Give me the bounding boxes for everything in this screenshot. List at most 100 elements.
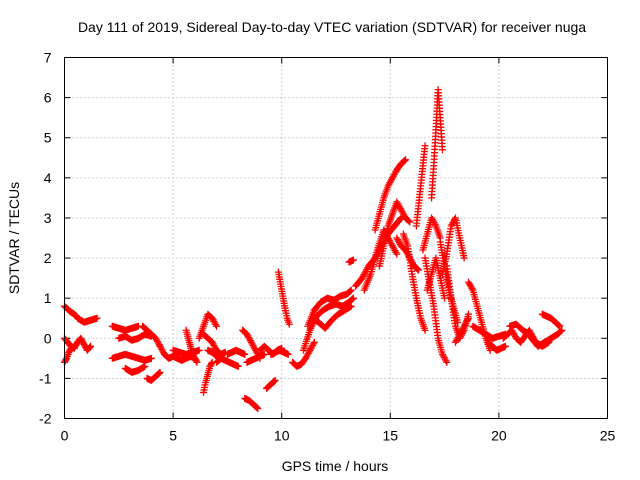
data-point xyxy=(464,314,472,322)
data-point xyxy=(254,404,262,412)
data-point xyxy=(443,358,451,366)
series-s13 xyxy=(182,326,201,366)
axis-ticks xyxy=(64,57,608,419)
y-axis-label: SDTVAR / TECUs xyxy=(6,182,22,294)
data-point xyxy=(415,266,423,274)
series-s42 xyxy=(428,86,446,202)
data-point xyxy=(442,357,450,365)
data-point xyxy=(558,326,566,334)
data-point xyxy=(309,340,317,348)
data-point xyxy=(347,302,355,310)
series-s49 xyxy=(484,338,509,354)
grid xyxy=(64,57,608,419)
series-s34 xyxy=(371,156,410,234)
series-s29 xyxy=(304,286,355,330)
series-s27 xyxy=(289,338,318,370)
data-point xyxy=(284,350,292,358)
y-tick-label: 4 xyxy=(44,170,52,186)
data-points xyxy=(61,86,566,412)
x-tick-label: 15 xyxy=(383,428,399,444)
series-s19 xyxy=(223,346,249,358)
data-point xyxy=(441,294,449,302)
y-tick-label: 1 xyxy=(44,290,52,306)
data-point xyxy=(71,343,79,351)
data-point xyxy=(349,294,357,302)
series-s45 xyxy=(443,262,472,342)
data-point xyxy=(213,322,221,330)
data-point xyxy=(310,338,318,346)
data-point xyxy=(271,376,279,384)
data-point xyxy=(464,316,472,324)
series-s02 xyxy=(61,334,95,354)
series-s46 xyxy=(451,314,472,346)
y-tick-label: 2 xyxy=(44,250,52,266)
data-point xyxy=(207,360,215,368)
data-point xyxy=(401,157,409,165)
data-point xyxy=(234,362,242,370)
series-s30 xyxy=(308,302,355,332)
series-s06 xyxy=(108,350,155,364)
series-s04 xyxy=(74,314,101,326)
data-point xyxy=(66,346,74,354)
data-point xyxy=(147,354,155,362)
series-s24 xyxy=(262,376,279,392)
data-point xyxy=(77,334,85,342)
series-s09 xyxy=(139,322,164,350)
series-s31 xyxy=(345,256,357,266)
plot-frame xyxy=(64,57,608,419)
series-s08 xyxy=(121,362,149,376)
data-point xyxy=(406,218,414,226)
x-axis-label: GPS time / hours xyxy=(282,458,389,474)
data-point xyxy=(260,350,268,358)
y-tick-label: 3 xyxy=(44,210,52,226)
series-s18 xyxy=(213,354,242,370)
data-point xyxy=(270,377,278,385)
data-point xyxy=(78,336,86,344)
x-tick-label: 5 xyxy=(169,428,177,444)
data-point xyxy=(193,358,201,366)
data-point xyxy=(212,321,220,329)
data-point xyxy=(141,362,149,370)
x-tick-label: 25 xyxy=(600,428,616,444)
series-s14 xyxy=(195,310,221,342)
y-tick-label: 0 xyxy=(44,330,52,346)
data-point xyxy=(192,357,200,365)
series-s10 xyxy=(143,368,164,384)
data-point xyxy=(396,215,404,223)
y-tick-label: 6 xyxy=(44,90,52,106)
data-point xyxy=(241,350,249,358)
data-point xyxy=(79,339,87,347)
series-s26 xyxy=(274,268,293,328)
data-point xyxy=(86,343,94,351)
series-s38 xyxy=(412,142,429,230)
data-point xyxy=(67,344,75,352)
x-tick-label: 0 xyxy=(61,428,69,444)
series-s03 xyxy=(61,344,75,366)
series-s28 xyxy=(299,294,357,354)
x-tick-label: 10 xyxy=(274,428,290,444)
data-point xyxy=(421,326,429,334)
data-point xyxy=(468,285,476,293)
data-point xyxy=(431,220,439,228)
data-point xyxy=(556,322,564,330)
data-point xyxy=(62,356,70,364)
data-point xyxy=(156,368,164,376)
data-point xyxy=(72,341,80,349)
data-point xyxy=(421,142,429,150)
chart-title: Day 111 of 2019, Sidereal Day-to-day VTE… xyxy=(78,19,586,35)
series-s35 xyxy=(375,198,414,270)
data-point xyxy=(349,295,357,303)
data-point xyxy=(195,346,203,354)
data-point xyxy=(438,146,446,154)
data-point xyxy=(155,369,163,377)
data-point xyxy=(93,314,101,322)
data-point xyxy=(402,156,410,164)
data-point xyxy=(555,321,563,329)
series-s16 xyxy=(200,358,216,396)
data-point xyxy=(405,217,413,225)
series-s37 xyxy=(399,230,429,334)
series-s53 xyxy=(538,310,564,330)
data-point xyxy=(414,265,422,273)
data-point xyxy=(460,254,468,262)
